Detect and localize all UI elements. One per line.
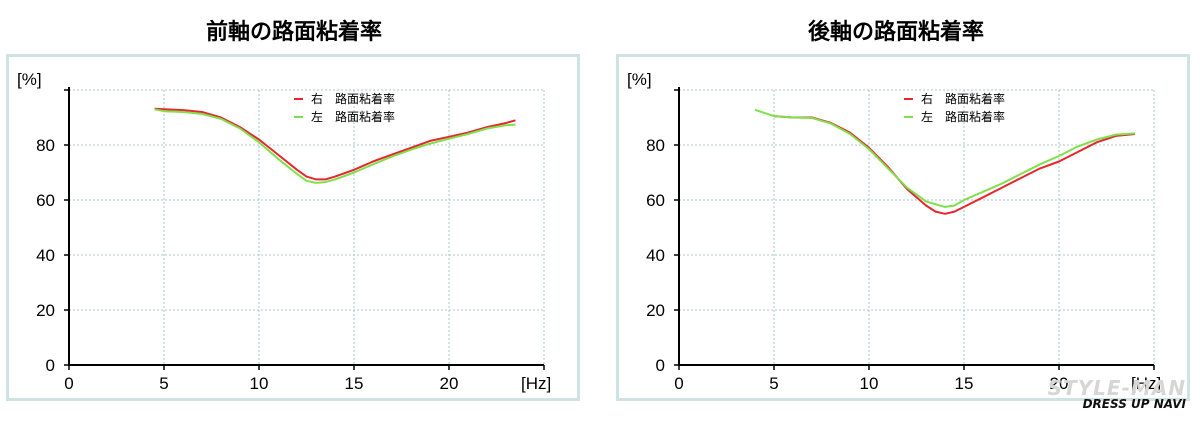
x-tick-label: 5 — [769, 374, 778, 393]
watermark-line-1: STYLE-MAN — [1047, 376, 1186, 400]
front-axle-chart: 0 20 40 60 80 0 5 10 15 20 [%] [Hz] 右 路面粘着率左 路面粘着率 — [6, 54, 580, 401]
series-line-0 — [154, 107, 516, 181]
x-tick-label: 0 — [64, 374, 73, 393]
x-tick-label: 20 — [1050, 374, 1069, 393]
y-tick-label: 80 — [36, 136, 55, 155]
y-tick-label: 20 — [36, 301, 55, 320]
front-axle-chart-title: 前軸の路面粘着率 — [205, 20, 382, 45]
rear-axle-chart: 0 20 40 60 80 0 5 10 15 20 [%] [Hz] 右 路面粘着率左 路面粘着率 — [616, 54, 1190, 401]
legend-label: 右 路面粘着率 — [311, 91, 395, 106]
y-axis-label: [%] — [627, 70, 652, 89]
legend-label: 右 路面粘着率 — [921, 91, 1005, 106]
y-tick-label: 20 — [646, 301, 665, 320]
x-tick-label: 20 — [440, 374, 459, 393]
y-tick-label: 60 — [646, 191, 665, 210]
x-tick-label: 0 — [674, 374, 683, 393]
series-line-1 — [754, 108, 1136, 208]
series-line-1 — [154, 108, 516, 184]
x-tick-label: 15 — [345, 374, 364, 393]
x-tick-label: 10 — [860, 374, 879, 393]
y-tick-label: 0 — [656, 356, 665, 375]
rear-axle-chart-title: 後軸の路面粘着率 — [807, 20, 984, 45]
x-axis-label: [Hz] — [1131, 374, 1161, 393]
y-tick-label: 60 — [36, 191, 55, 210]
watermark-logo: STYLE-MAN DRESS UP NAVI — [1048, 378, 1186, 411]
y-axis-label: [%] — [17, 70, 42, 89]
watermark-line-2: DRESS UP NAVI — [1082, 397, 1186, 411]
y-tick-label: 40 — [646, 246, 665, 265]
legend-label: 左 路面粘着率 — [311, 109, 395, 124]
series-line-0 — [773, 115, 1136, 215]
y-tick-label: 0 — [46, 356, 55, 375]
y-tick-label: 40 — [36, 246, 55, 265]
x-tick-label: 15 — [955, 374, 974, 393]
x-tick-label: 10 — [250, 374, 269, 393]
legend-label: 左 路面粘着率 — [921, 109, 1005, 124]
x-tick-label: 5 — [159, 374, 168, 393]
y-tick-label: 80 — [646, 136, 665, 155]
x-axis-label: [Hz] — [521, 374, 551, 393]
